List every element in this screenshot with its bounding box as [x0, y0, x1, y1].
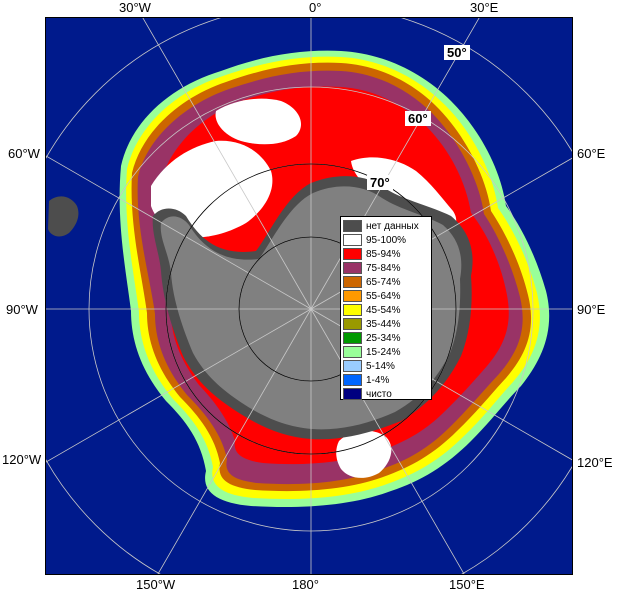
legend-row: 5-14%: [343, 359, 431, 373]
legend-row: 45-54%: [343, 303, 431, 317]
legend-swatch: [343, 234, 362, 246]
lon-label-0: 0°: [309, 0, 322, 15]
lon-label-150e: 150°E: [449, 577, 485, 592]
legend-label: 75-84%: [366, 262, 401, 274]
legend-swatch: [343, 374, 362, 386]
lon-label-90e: 90°E: [577, 302, 606, 317]
lon-label-30w: 30°W: [119, 0, 151, 15]
legend-swatch: [343, 276, 362, 288]
legend-row: 75-84%: [343, 261, 431, 275]
legend-swatch: [343, 220, 362, 232]
lon-label-30e: 30°E: [470, 0, 499, 15]
legend-label: 95-100%: [366, 234, 407, 246]
lon-label-120w: 120°W: [2, 452, 42, 467]
legend-label: 5-14%: [366, 360, 395, 372]
legend-swatch: [343, 360, 362, 372]
lat-label-70: 70°: [367, 175, 393, 190]
legend-row: 95-100%: [343, 233, 431, 247]
legend-label: 85-94%: [366, 248, 401, 260]
lon-label-150w: 150°W: [136, 577, 176, 592]
lon-label-60e: 60°E: [577, 146, 606, 161]
lon-label-180: 180°: [292, 577, 319, 592]
lon-label-120e: 120°E: [577, 455, 613, 470]
legend-label: 25-34%: [366, 332, 401, 344]
ice-patch-95-100-south: [336, 430, 392, 478]
legend-label: нет данных: [366, 220, 419, 232]
legend-swatch: [343, 248, 362, 260]
legend-row: 15-24%: [343, 345, 431, 359]
lat-label-50: 50°: [444, 45, 470, 60]
legend-swatch: [343, 346, 362, 358]
legend-row: чисто: [343, 387, 431, 401]
map-canvas: [46, 18, 572, 574]
legend-swatch: [343, 318, 362, 330]
sea-ice-map: [45, 17, 573, 575]
legend-label: 15-24%: [366, 346, 401, 358]
legend-row: 55-64%: [343, 289, 431, 303]
legend-swatch: [343, 388, 362, 400]
legend-label: 1-4%: [366, 374, 390, 386]
legend-row: нет данных: [343, 219, 431, 233]
legend-label: чисто: [366, 388, 392, 400]
ice-patch-95-100-north: [215, 98, 301, 145]
legend-row: 85-94%: [343, 247, 431, 261]
legend-label: 65-74%: [366, 276, 401, 288]
legend-row: 35-44%: [343, 317, 431, 331]
lon-label-90w: 90°W: [6, 302, 38, 317]
legend-swatch: [343, 332, 362, 344]
legend-swatch: [343, 290, 362, 302]
lat-label-60: 60°: [405, 111, 431, 126]
legend-row: 25-34%: [343, 331, 431, 345]
south-america-tip: [48, 196, 79, 237]
legend-row: 65-74%: [343, 275, 431, 289]
legend-row: 1-4%: [343, 373, 431, 387]
legend-swatch: [343, 304, 362, 316]
map-legend: нет данных 95-100% 85-94% 75-84% 65-74% 55-64…: [340, 216, 432, 400]
legend-label: 55-64%: [366, 290, 401, 302]
legend-swatch: [343, 262, 362, 274]
lon-label-60w: 60°W: [8, 146, 40, 161]
legend-label: 35-44%: [366, 318, 401, 330]
legend-label: 45-54%: [366, 304, 401, 316]
